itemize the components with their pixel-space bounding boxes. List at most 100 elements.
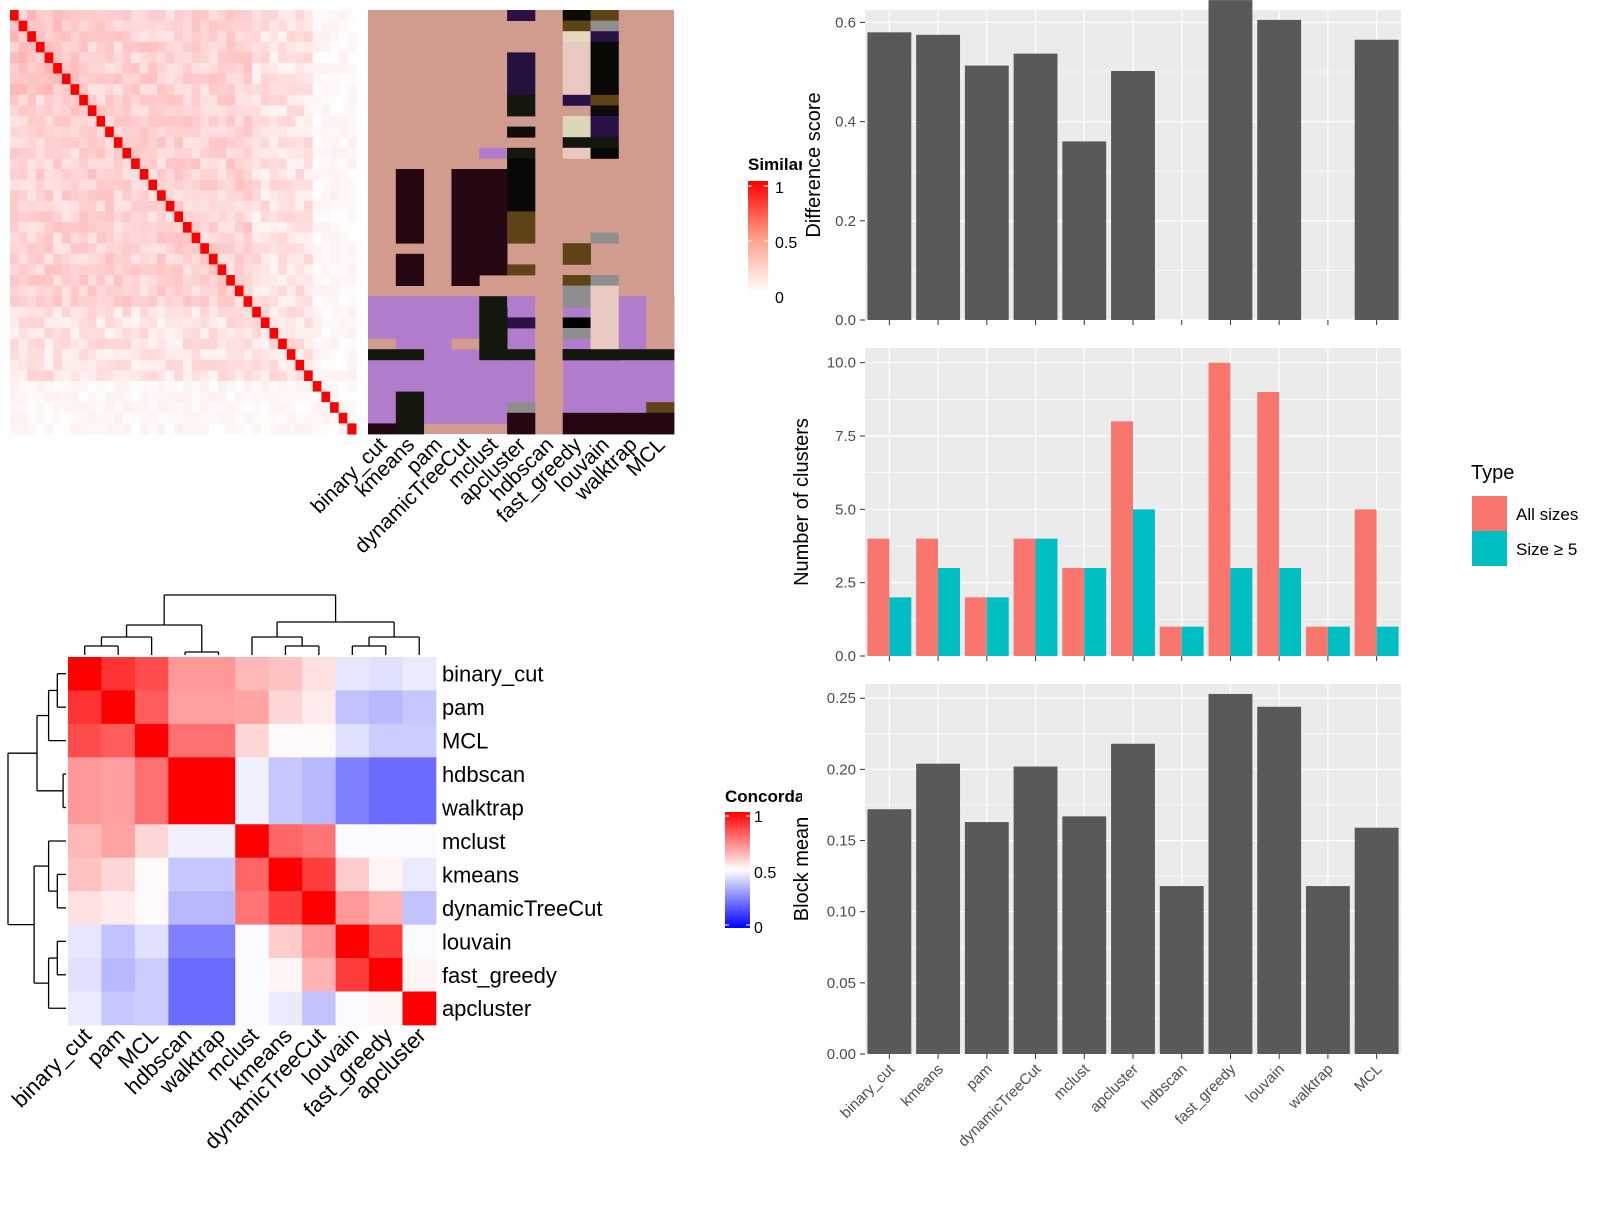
similarity-cell — [27, 296, 37, 308]
similarity-cell — [27, 285, 37, 297]
similarity-cell — [321, 63, 331, 75]
similarity-cell — [183, 402, 193, 414]
similarity-cell — [105, 264, 115, 276]
similarity-cell — [96, 423, 106, 435]
similarity-cell — [165, 31, 175, 43]
similarity-cell — [226, 137, 236, 149]
similarity-cell — [148, 296, 158, 308]
similarity-cell — [200, 328, 210, 340]
similarity-cell — [321, 243, 331, 255]
similarity-cell — [312, 147, 322, 159]
similarity-cell — [347, 317, 357, 329]
similarity-cell — [226, 222, 236, 234]
similarity-cell — [183, 222, 193, 234]
concordance-cell — [402, 657, 437, 691]
similarity-cell — [278, 94, 288, 106]
similarity-cell — [321, 253, 331, 265]
similarity-cell — [217, 349, 227, 361]
similarity-cell — [330, 211, 340, 223]
similarity-cell — [269, 243, 279, 255]
concordance-cell — [201, 723, 236, 758]
similarity-cell — [286, 94, 296, 106]
similarity-cell — [53, 338, 63, 350]
y-tick-label: 0.05 — [827, 975, 856, 992]
similarity-cell — [79, 306, 89, 318]
similarity-cell — [295, 338, 305, 350]
similarity-cell — [304, 338, 314, 350]
similarity-legend-tick-1: 1 — [775, 180, 784, 197]
similarity-cell — [191, 264, 201, 276]
concordance-cell — [302, 991, 336, 1026]
concordance-cell — [402, 924, 437, 959]
similarity-cell — [183, 391, 193, 403]
similarity-cell — [157, 338, 167, 350]
similarity-cell — [174, 359, 184, 371]
similarity-cell — [165, 190, 175, 202]
similarity-cell — [200, 402, 210, 414]
similarity-cell — [286, 126, 296, 138]
similarity-cell — [338, 211, 348, 223]
similarity-cell — [286, 116, 296, 128]
concordance-column-labels: binary_cutpamMCLhdbscanwalktrapmclustkme… — [7, 1023, 431, 1154]
similarity-cell — [131, 52, 141, 64]
similarity-cell — [269, 211, 279, 223]
similarity-cell — [269, 306, 279, 318]
similarity-cell — [139, 275, 149, 287]
concordance-cell — [134, 657, 169, 691]
similarity-cell — [131, 412, 141, 424]
similarity-cell — [191, 211, 201, 223]
similarity-cell — [148, 359, 158, 371]
similarity-cell — [148, 370, 158, 382]
similarity-cell — [53, 63, 63, 75]
similarity-cell — [226, 359, 236, 371]
similarity-cell — [200, 253, 210, 265]
similarity-cell — [87, 285, 97, 297]
membership-block — [507, 349, 536, 361]
similarity-cell — [286, 306, 296, 318]
similarity-cell — [200, 359, 210, 371]
similarity-cell — [208, 84, 219, 96]
similarity-cell — [10, 285, 20, 297]
similarity-cell — [234, 338, 245, 350]
similarity-cell — [122, 63, 132, 75]
similarity-cell — [217, 126, 227, 138]
similarity-cell — [174, 264, 184, 276]
similarity-cell — [27, 349, 37, 361]
similarity-cell — [105, 349, 115, 361]
type-legend-key-all-sizes — [1472, 496, 1507, 531]
similarity-cell — [18, 116, 28, 128]
similarity-cell — [53, 243, 63, 255]
similarity-cell — [148, 190, 158, 202]
similarity-cell — [183, 338, 193, 350]
similarity-cell — [27, 137, 37, 149]
similarity-cell — [183, 116, 193, 128]
similarity-cell — [27, 423, 37, 435]
bar-all-louvain — [1257, 392, 1280, 656]
similarity-cell — [96, 232, 106, 244]
similarity-cell — [191, 402, 201, 414]
similarity-cell — [234, 243, 245, 255]
similarity-cell — [269, 179, 279, 191]
similarity-cell — [79, 137, 89, 149]
membership-block — [507, 126, 536, 138]
similarity-cell — [278, 73, 288, 85]
similarity-cell — [139, 349, 149, 361]
similarity-cell — [165, 275, 175, 287]
similarity-cell — [18, 52, 28, 64]
concordance-cell — [134, 790, 169, 825]
similarity-cell — [295, 10, 305, 22]
concordance-cell — [201, 891, 236, 925]
similarity-cell — [105, 190, 115, 202]
similarity-cell — [27, 10, 37, 22]
similarity-cell — [295, 412, 305, 424]
similarity-cell — [157, 328, 167, 340]
similarity-cell — [183, 359, 193, 371]
membership-block — [507, 296, 536, 308]
similarity-cell — [18, 359, 28, 371]
similarity-cell — [312, 116, 322, 128]
similarity-cell — [312, 285, 322, 297]
similarity-cell — [174, 381, 184, 393]
concordance-cell — [235, 824, 270, 859]
similarity-cell — [87, 31, 97, 43]
similarity-cell — [252, 211, 262, 223]
